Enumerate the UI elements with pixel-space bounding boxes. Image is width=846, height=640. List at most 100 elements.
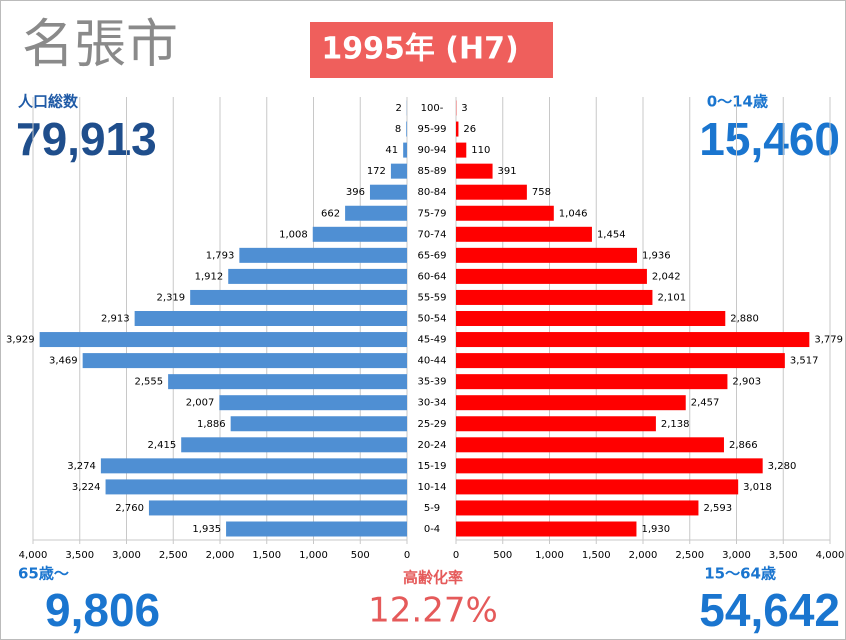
category-label: 75-79 bbox=[417, 208, 446, 219]
x-tick-label: 2,500 bbox=[159, 550, 188, 561]
value-label: 172 bbox=[367, 166, 386, 177]
stat-value: 54,642 bbox=[699, 584, 840, 636]
value-label: 1,008 bbox=[279, 229, 308, 240]
category-label: 80-84 bbox=[417, 187, 446, 198]
category-label: 55-59 bbox=[417, 292, 446, 303]
value-label: 2,555 bbox=[134, 377, 163, 388]
stat-value: 79,913 bbox=[16, 113, 157, 165]
value-label: 2,880 bbox=[730, 314, 759, 325]
category-label: 25-29 bbox=[417, 419, 446, 430]
bar bbox=[456, 437, 724, 453]
year-badge bbox=[310, 22, 553, 78]
bar bbox=[456, 226, 592, 242]
value-label: 3,929 bbox=[6, 335, 35, 346]
x-tick-label: 1,000 bbox=[535, 550, 564, 561]
bar bbox=[456, 311, 726, 326]
value-label: 2,415 bbox=[148, 440, 177, 451]
value-label: 2 bbox=[395, 103, 401, 114]
x-tick-label: 2,000 bbox=[629, 550, 658, 561]
value-label: 1,936 bbox=[642, 250, 671, 261]
value-label: 2,138 bbox=[661, 419, 690, 430]
value-label: 3,018 bbox=[743, 482, 772, 493]
stat-value: 9,806 bbox=[45, 584, 160, 636]
bar bbox=[406, 121, 407, 137]
category-label: 85-89 bbox=[417, 166, 446, 177]
bar bbox=[456, 247, 638, 263]
bar bbox=[148, 500, 407, 516]
value-label: 2,866 bbox=[729, 440, 758, 451]
value-label: 1,930 bbox=[641, 524, 670, 535]
value-label: 758 bbox=[532, 187, 551, 198]
stat-label: 65歳〜 bbox=[18, 565, 69, 583]
value-label: 2,042 bbox=[652, 271, 681, 282]
category-label: 5-9 bbox=[424, 503, 440, 514]
bar bbox=[456, 163, 493, 179]
category-label: 0-4 bbox=[424, 524, 440, 535]
stat-value: 15,460 bbox=[699, 113, 840, 165]
bar bbox=[230, 416, 407, 432]
chart-subtitle: 1995年 (H7) bbox=[321, 32, 518, 67]
x-tick-label: 3,000 bbox=[112, 550, 141, 561]
x-tick-label: 0 bbox=[453, 550, 459, 561]
x-tick-label: 1,000 bbox=[299, 550, 328, 561]
value-label: 2,913 bbox=[101, 314, 130, 325]
value-label: 3,280 bbox=[768, 461, 797, 472]
category-label: 70-74 bbox=[417, 229, 446, 240]
value-label: 2,457 bbox=[691, 398, 720, 409]
category-label: 95-99 bbox=[417, 124, 446, 135]
value-label: 1,454 bbox=[597, 229, 626, 240]
category-label: 45-49 bbox=[417, 335, 446, 346]
bar bbox=[456, 479, 739, 495]
category-label: 30-34 bbox=[417, 398, 446, 409]
category-label: 20-24 bbox=[417, 440, 446, 451]
bar bbox=[219, 395, 407, 411]
bar bbox=[456, 353, 785, 369]
bar bbox=[456, 374, 728, 390]
x-tick-label: 1,500 bbox=[252, 550, 281, 561]
bar bbox=[312, 226, 407, 242]
value-label: 1,046 bbox=[559, 208, 588, 219]
bar bbox=[228, 268, 407, 284]
category-label: 100- bbox=[421, 103, 444, 114]
value-label: 2,007 bbox=[186, 398, 215, 409]
bar bbox=[105, 479, 407, 495]
value-label: 2,593 bbox=[703, 503, 732, 514]
category-label: 90-94 bbox=[417, 145, 446, 156]
value-label: 391 bbox=[498, 166, 517, 177]
x-tick-label: 3,500 bbox=[65, 550, 94, 561]
value-label: 2,101 bbox=[657, 292, 686, 303]
x-tick-label: 0 bbox=[404, 550, 410, 561]
x-tick-label: 3,000 bbox=[722, 550, 751, 561]
stat-value: 12.27% bbox=[368, 591, 498, 631]
bar bbox=[456, 142, 467, 158]
value-label: 2,903 bbox=[732, 377, 761, 388]
bar bbox=[345, 205, 407, 221]
bar bbox=[456, 332, 810, 348]
category-label: 60-64 bbox=[417, 271, 446, 282]
value-label: 662 bbox=[321, 208, 340, 219]
bar bbox=[456, 416, 656, 432]
value-label: 3,517 bbox=[790, 356, 819, 367]
value-label: 1,912 bbox=[195, 271, 224, 282]
bar bbox=[456, 268, 647, 284]
bar bbox=[456, 289, 653, 305]
value-label: 8 bbox=[395, 124, 401, 135]
value-label: 1,793 bbox=[206, 250, 235, 261]
x-tick-label: 500 bbox=[493, 550, 512, 561]
value-label: 1,886 bbox=[197, 419, 226, 430]
bar bbox=[456, 395, 686, 411]
bar bbox=[390, 163, 407, 179]
x-tick-label: 2,000 bbox=[206, 550, 235, 561]
category-label: 65-69 bbox=[417, 250, 446, 261]
bar bbox=[403, 142, 407, 158]
chart-title: 名張市 bbox=[22, 15, 178, 75]
bar bbox=[190, 289, 407, 305]
value-label: 2,319 bbox=[157, 292, 186, 303]
value-label: 41 bbox=[385, 145, 398, 156]
value-label: 1,935 bbox=[192, 524, 221, 535]
value-label: 3,779 bbox=[814, 335, 843, 346]
value-label: 2,760 bbox=[115, 503, 144, 514]
category-label: 15-19 bbox=[417, 461, 446, 472]
x-tick-label: 500 bbox=[351, 550, 370, 561]
